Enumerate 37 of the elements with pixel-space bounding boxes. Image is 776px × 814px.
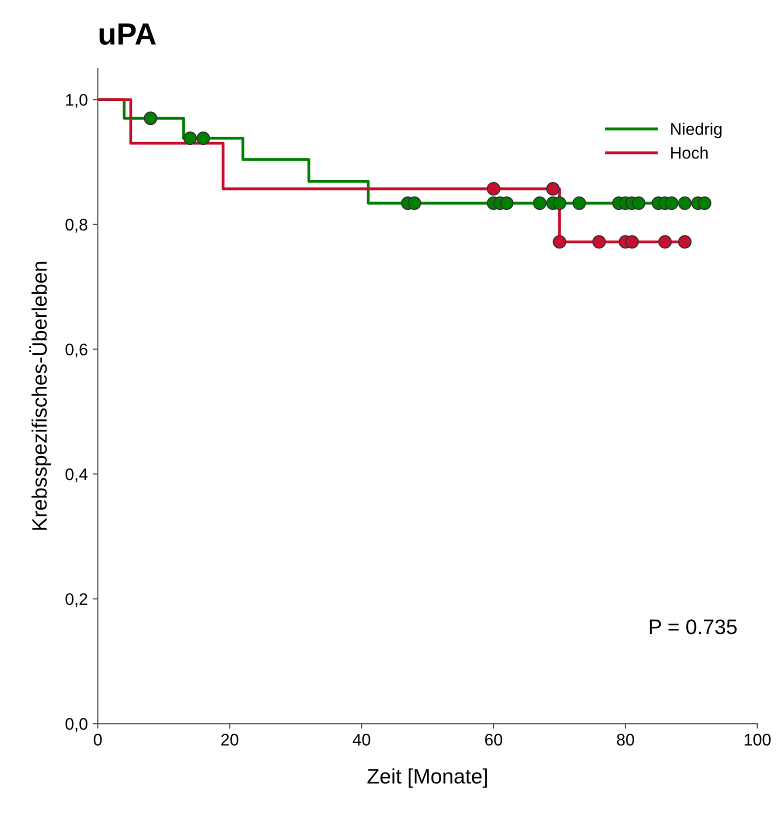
point bbox=[678, 196, 692, 210]
point bbox=[698, 196, 712, 210]
point bbox=[625, 235, 639, 249]
y-tick-label: 0,0 bbox=[66, 718, 88, 732]
y-tick-label: 0,4 bbox=[66, 468, 88, 482]
point bbox=[408, 196, 422, 210]
legend-label: Hoch bbox=[671, 146, 708, 159]
x-tick-label: 80 bbox=[616, 734, 634, 746]
point bbox=[500, 196, 514, 210]
annotation: P = 0.735 bbox=[650, 619, 737, 634]
x-tick-label: 40 bbox=[352, 734, 370, 746]
point bbox=[552, 196, 566, 210]
x-tick-label: 60 bbox=[485, 734, 502, 746]
point bbox=[632, 196, 646, 210]
x-tick-label: 20 bbox=[221, 734, 238, 746]
y-tick-label: 0,8 bbox=[66, 218, 88, 233]
point bbox=[552, 235, 566, 249]
point bbox=[546, 182, 560, 196]
point bbox=[572, 196, 586, 210]
point bbox=[658, 235, 672, 249]
point bbox=[532, 196, 546, 210]
x-axis-title: Zeit [Monate] bbox=[367, 768, 487, 788]
y-tick-label: 0,2 bbox=[66, 593, 88, 608]
point bbox=[183, 132, 197, 146]
x-tick-label: 100 bbox=[744, 734, 771, 746]
y-tick-label: 1,0 bbox=[66, 94, 88, 108]
point bbox=[664, 196, 678, 210]
point bbox=[592, 235, 606, 249]
y-axis-title: Krebsspezifisches-Überleben bbox=[29, 262, 51, 530]
point bbox=[486, 182, 500, 196]
point bbox=[144, 112, 158, 126]
point bbox=[196, 132, 210, 146]
point bbox=[678, 235, 692, 249]
legend-label: Niedrig bbox=[671, 122, 722, 138]
chart-title: uPA bbox=[100, 24, 156, 45]
y-tick-label: 0,6 bbox=[66, 344, 88, 358]
x-tick-label: 0 bbox=[94, 734, 102, 746]
